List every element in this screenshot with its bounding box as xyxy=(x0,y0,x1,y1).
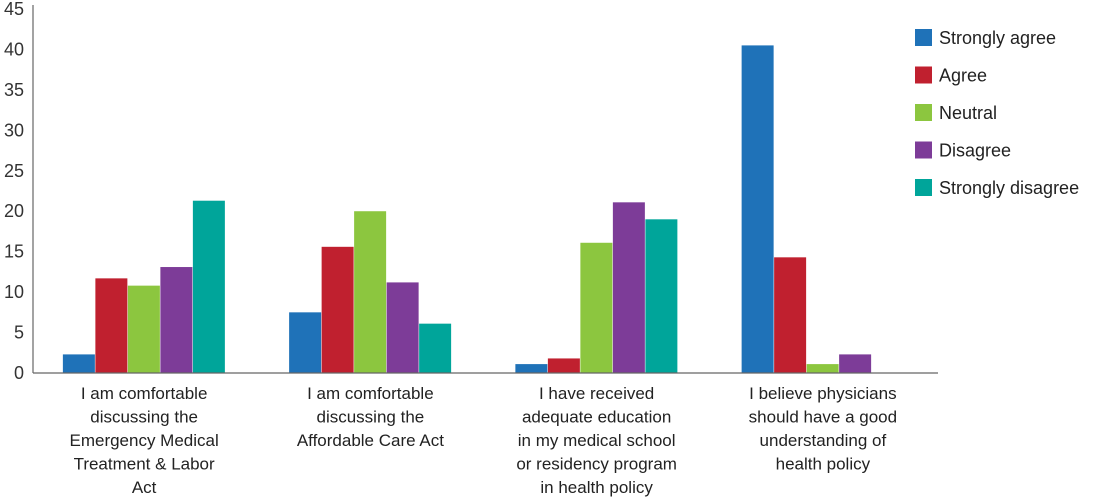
y-axis: 0 5 10 15 20 25 30 35 40 45 xyxy=(4,0,34,383)
x-tick-label: I am comfortable xyxy=(81,384,208,403)
x-tick-label: Treatment & Labor xyxy=(74,455,215,474)
bar xyxy=(127,285,160,373)
y-tick-label: 25 xyxy=(4,161,24,181)
bars xyxy=(62,45,872,374)
bar xyxy=(419,323,452,373)
legend-label: Disagree xyxy=(939,141,1011,161)
x-tick-label: discussing the xyxy=(90,408,198,427)
bar xyxy=(515,364,548,373)
y-tick-label: 5 xyxy=(14,323,24,343)
legend-label: Agree xyxy=(939,66,987,86)
bar xyxy=(95,278,128,373)
bar xyxy=(612,202,645,373)
bar xyxy=(645,219,678,373)
bar xyxy=(839,354,872,373)
y-tick-label: 40 xyxy=(4,39,24,59)
legend-swatch xyxy=(915,179,932,196)
x-tick-label: I have received xyxy=(539,384,654,403)
x-tick-label: adequate education xyxy=(522,408,671,427)
bar xyxy=(741,45,774,374)
x-tick-label: in health policy xyxy=(540,478,653,497)
x-tick-label: Emergency Medical xyxy=(69,431,218,450)
x-tick-label: in my medical school xyxy=(518,431,676,450)
bar xyxy=(62,354,95,373)
bar xyxy=(192,200,225,373)
x-tick-label: should have a good xyxy=(749,408,897,427)
bar xyxy=(547,358,580,373)
bar xyxy=(580,242,613,373)
bar xyxy=(321,246,354,373)
bar xyxy=(806,364,839,373)
bar xyxy=(289,312,322,373)
x-axis: I am comfortable discussing the Emergency … xyxy=(33,372,938,497)
x-tick-label: Act xyxy=(132,478,157,497)
y-tick-label: 35 xyxy=(4,80,24,100)
bar xyxy=(160,267,193,373)
y-tick-label: 15 xyxy=(4,242,24,262)
legend-label: Neutral xyxy=(939,103,997,123)
y-tick-label: 10 xyxy=(4,282,24,302)
x-tick-label: discussing the xyxy=(317,408,425,427)
x-tick-label: I am comfortable xyxy=(307,384,434,403)
legend-label: Strongly agree xyxy=(939,28,1056,48)
y-tick-label: 45 xyxy=(4,0,24,19)
x-tick-label: understanding of xyxy=(760,431,887,450)
x-tick-label: I believe physicians xyxy=(749,384,896,403)
bar xyxy=(386,282,419,373)
x-tick-label: Affordable Care Act xyxy=(297,431,444,450)
legend-swatch xyxy=(915,66,932,84)
y-tick-label: 30 xyxy=(4,120,24,140)
legend-label: Strongly disagree xyxy=(939,178,1079,198)
y-tick-label: 20 xyxy=(4,201,24,221)
x-tick-label: health policy xyxy=(776,455,871,474)
legend-swatch xyxy=(915,29,932,46)
legend-swatch xyxy=(915,141,932,159)
y-tick-label: 0 xyxy=(14,363,24,383)
bar xyxy=(774,257,807,373)
x-tick-label: or residency program xyxy=(516,455,677,474)
bar xyxy=(354,211,387,373)
legend-swatch xyxy=(915,104,932,121)
legend: Strongly agree Agree Neutral Disagree Strong… xyxy=(915,28,1079,198)
